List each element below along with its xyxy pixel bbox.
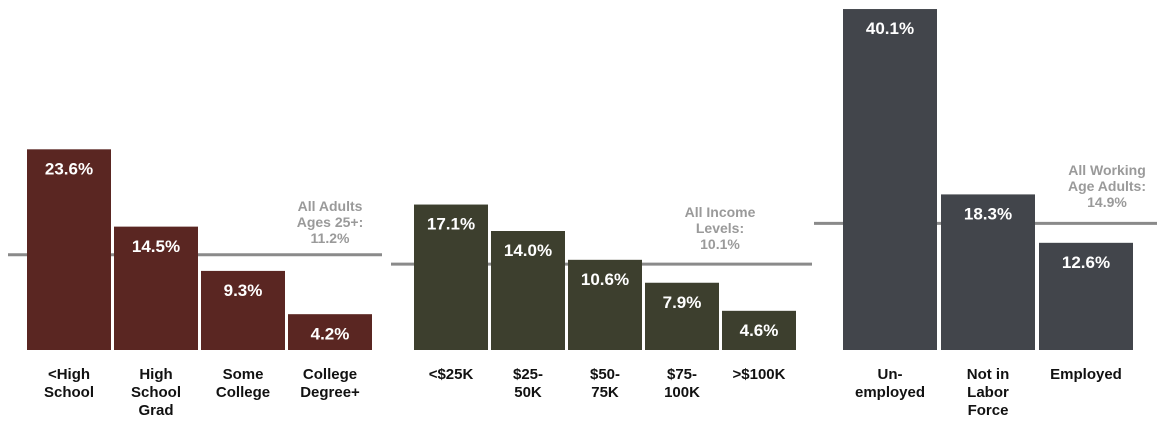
reference-label: All Adults xyxy=(298,198,363,214)
category-label: Force xyxy=(968,402,1009,419)
category-label: Degree+ xyxy=(300,384,360,401)
bar-overlay xyxy=(114,226,198,350)
education-panel: 23.6%<HighSchool14.5%HighSchoolGrad9.3%S… xyxy=(8,149,382,419)
value-label: 9.3% xyxy=(224,281,263,300)
category-label: Grad xyxy=(138,402,173,419)
reference-label: All Working xyxy=(1068,162,1146,178)
value-label: 7.9% xyxy=(663,293,702,312)
bar-overlay xyxy=(843,9,937,351)
reference-label: 14.9% xyxy=(1087,194,1127,210)
category-label: 100K xyxy=(664,384,700,401)
category-label: School xyxy=(131,384,181,401)
bar-overlay xyxy=(201,270,285,350)
category-label: $50- xyxy=(590,366,620,383)
category-label: High xyxy=(139,366,172,383)
value-label: 40.1% xyxy=(866,19,914,38)
category-label: Un- xyxy=(878,366,903,383)
category-label: >$100K xyxy=(733,366,786,383)
category-label: employed xyxy=(855,384,925,401)
category-label: Some xyxy=(223,366,264,383)
bar-overlay xyxy=(645,282,719,350)
bar-overlay xyxy=(722,310,796,350)
bar-overlay xyxy=(27,149,111,350)
reference-label: Levels: xyxy=(696,220,744,236)
category-label: 75K xyxy=(591,384,619,401)
reference-label: 10.1% xyxy=(700,236,740,252)
reference-label: Age Adults: xyxy=(1068,178,1146,194)
bar-overlay xyxy=(491,231,565,350)
reference-label: Ages 25+: xyxy=(297,214,364,230)
value-label: 4.2% xyxy=(311,324,350,343)
value-label: 17.1% xyxy=(427,215,475,234)
category-label: School xyxy=(44,384,94,401)
category-label: <$25K xyxy=(429,366,474,383)
reference-label: 11.2% xyxy=(311,230,350,246)
value-label: 14.0% xyxy=(504,241,552,260)
category-label: Labor xyxy=(967,384,1009,401)
value-label: 10.6% xyxy=(581,270,629,289)
category-label: $75- xyxy=(667,366,697,383)
category-label: College xyxy=(216,384,270,401)
bar-overlay xyxy=(288,314,372,350)
value-label: 23.6% xyxy=(45,159,93,178)
category-label: College xyxy=(303,366,357,383)
value-label: 4.6% xyxy=(740,321,779,340)
bar-overlay xyxy=(414,204,488,350)
bar-overlay xyxy=(568,259,642,350)
value-label: 12.6% xyxy=(1062,253,1110,272)
category-label: $25- xyxy=(513,366,543,383)
value-label: 18.3% xyxy=(964,204,1012,223)
value-label: 14.5% xyxy=(132,237,180,256)
category-label: <High xyxy=(48,366,90,383)
bar-overlay xyxy=(1039,242,1133,350)
income-panel: 17.1% <$25K 14.0% $25-50K 10.6% $50-75K 7.9% $7… xyxy=(391,204,812,401)
category-label: 50K xyxy=(514,384,542,401)
bar-overlay xyxy=(941,194,1035,350)
reference-label: All Income xyxy=(685,204,756,220)
category-label: Employed xyxy=(1050,366,1122,383)
category-label: Not in xyxy=(967,366,1010,383)
